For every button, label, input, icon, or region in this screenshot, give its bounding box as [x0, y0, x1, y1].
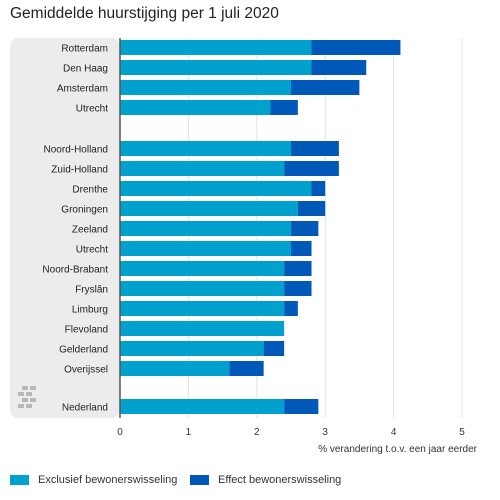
- legend-swatch-effect: [190, 475, 209, 485]
- category-label: Zeeland: [72, 225, 108, 236]
- x-tick-label: 1: [186, 427, 192, 438]
- bar-segment-effect: [311, 60, 367, 75]
- bar-segment-effect: [311, 181, 326, 196]
- bar-segment-exclusief: [120, 60, 312, 75]
- bar-segment-exclusief: [120, 141, 291, 156]
- bar-segment-exclusief: [120, 321, 285, 336]
- chart-title: Gemiddelde huurstijging per 1 juli 2020: [10, 5, 279, 22]
- category-label: Gelderland: [59, 345, 108, 356]
- bar-segment-effect: [291, 241, 312, 256]
- legend-item-exclusief: Exclusief bewonerswisseling: [10, 474, 177, 486]
- bar-segment-exclusief: [120, 241, 291, 256]
- bar-segment-exclusief: [120, 261, 285, 276]
- bar-segment-effect: [284, 399, 319, 414]
- bar-segment-effect: [284, 281, 312, 296]
- bar-segment-exclusief: [120, 201, 298, 216]
- bar-segment-effect: [311, 40, 401, 55]
- bar-segment-exclusief: [120, 301, 285, 316]
- bar-segment-effect: [284, 161, 339, 176]
- logo-block: [26, 392, 32, 396]
- category-label: Utrecht: [76, 245, 108, 256]
- logo-block: [26, 404, 32, 408]
- legend-swatch-exclusief: [10, 475, 29, 485]
- category-label: Overijssel: [64, 365, 108, 376]
- category-label: Limburg: [72, 305, 108, 316]
- category-label: Noord-Brabant: [42, 265, 108, 276]
- bar-segment-exclusief: [120, 100, 271, 115]
- cbs-logo-icon: [18, 386, 36, 408]
- category-label: Den Haag: [63, 64, 108, 75]
- bar-segment-effect: [284, 261, 312, 276]
- x-tick-label: 2: [254, 427, 260, 438]
- logo-block: [22, 386, 28, 390]
- bar-segment-exclusief: [120, 399, 285, 414]
- category-label: Utrecht: [76, 104, 108, 115]
- category-label: Groningen: [61, 205, 108, 216]
- logo-block: [30, 398, 36, 402]
- category-label: Drenthe: [72, 185, 108, 196]
- x-tick-label: 5: [459, 427, 465, 438]
- legend-label-exclusief: Exclusief bewonerswisseling: [38, 474, 178, 486]
- bar-segment-effect: [297, 201, 326, 216]
- x-tick-label: 4: [391, 427, 397, 438]
- bar-segment-exclusief: [120, 361, 230, 376]
- bar-segment-effect: [270, 100, 298, 115]
- x-axis-label: % verandering t.o.v. een jaar eerder: [318, 444, 477, 455]
- label-panel-background: [10, 38, 120, 418]
- logo-block: [22, 398, 28, 402]
- category-label: Zuid-Holland: [51, 165, 108, 176]
- x-tick-label: 3: [322, 427, 328, 438]
- category-label: Nederland: [62, 403, 108, 414]
- category-label: Fryslân: [75, 285, 108, 296]
- bar-segment-effect: [291, 141, 339, 156]
- bar-segment-effect: [263, 341, 285, 356]
- legend-label-effect: Effect bewonerswisseling: [218, 474, 342, 486]
- bar-segment-effect: [229, 361, 264, 376]
- bar-segment-exclusief: [120, 281, 285, 296]
- bar-segment-exclusief: [120, 181, 312, 196]
- bar-segment-effect: [291, 221, 319, 236]
- logo-block: [18, 392, 24, 396]
- category-label: Rotterdam: [61, 44, 108, 55]
- bar-segment-exclusief: [120, 80, 291, 95]
- legend-item-effect: Effect bewonerswisseling: [190, 474, 341, 486]
- category-label: Noord-Holland: [44, 145, 108, 156]
- category-label: Flevoland: [65, 325, 108, 336]
- bar-segment-effect: [284, 301, 298, 316]
- bar-segment-exclusief: [120, 341, 264, 356]
- bar-segment-exclusief: [120, 221, 291, 236]
- bar-segment-effect: [291, 80, 360, 95]
- x-tick-label: 0: [117, 427, 123, 438]
- bar-segment-exclusief: [120, 161, 285, 176]
- logo-block: [18, 404, 24, 408]
- logo-block: [30, 386, 36, 390]
- bar-segment-exclusief: [120, 40, 312, 55]
- category-label: Amsterdam: [57, 84, 108, 95]
